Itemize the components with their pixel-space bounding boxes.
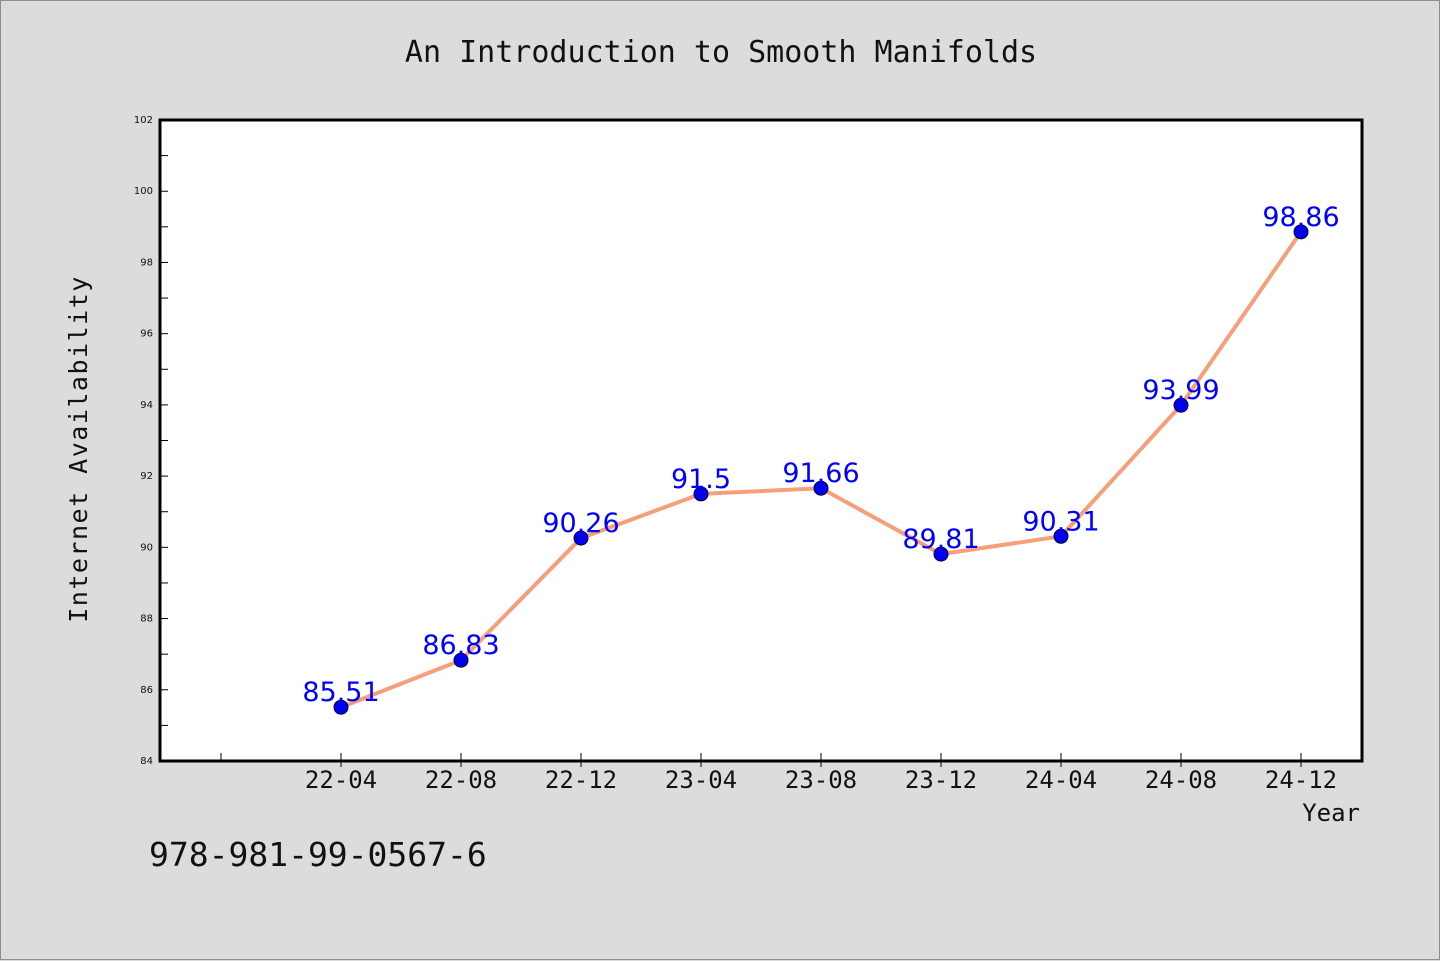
- x-tick-label: 22-04: [305, 766, 377, 794]
- data-label: 91.5: [671, 464, 731, 495]
- x-tick-label: 23-04: [665, 766, 737, 794]
- data-point: [1053, 528, 1069, 544]
- y-tick-label: 90: [140, 542, 153, 553]
- x-tick-label: 23-08: [785, 766, 857, 794]
- y-tick-label: 96: [140, 329, 153, 340]
- x-tick-label: 24-12: [1265, 766, 1337, 794]
- plot-area: [158, 118, 1364, 763]
- x-tick-label: 24-08: [1145, 766, 1217, 794]
- y-axis-title: Internet Availability: [64, 275, 93, 623]
- x-tick-label: 22-12: [545, 766, 617, 794]
- data-label: 89.81: [902, 524, 979, 555]
- y-tick-label: 86: [140, 685, 153, 696]
- x-tick-label: 22-08: [425, 766, 497, 794]
- data-label: 86.83: [422, 630, 499, 661]
- data-label: 90.31: [1022, 506, 1099, 537]
- x-tick-label: 23-12: [905, 766, 977, 794]
- data-point: [453, 652, 469, 668]
- y-tick-label: 84: [140, 756, 153, 767]
- data-label: 98.86: [1262, 202, 1339, 233]
- y-tick-label: 100: [134, 186, 153, 197]
- isbn-text: 978-981-99-0567-6: [149, 835, 487, 874]
- data-point: [333, 699, 349, 715]
- data-point: [1293, 224, 1309, 240]
- data-point: [1173, 397, 1189, 413]
- chart-title: An Introduction to Smooth Manifolds: [404, 35, 1038, 70]
- data-point: [933, 546, 949, 562]
- data-point: [813, 480, 829, 496]
- data-label: 90.26: [542, 508, 619, 539]
- x-axis-title: Year: [1302, 799, 1360, 827]
- y-tick-label: 88: [140, 614, 153, 625]
- y-tick-label: 98: [140, 257, 153, 268]
- data-label: 85.51: [302, 677, 379, 708]
- data-point: [693, 486, 709, 502]
- x-tick-label: 24-04: [1025, 766, 1097, 794]
- data-label: 93.99: [1142, 375, 1219, 406]
- y-tick-label: 92: [140, 471, 153, 482]
- y-tick-label: 102: [134, 115, 153, 126]
- data-label: 91.66: [782, 458, 859, 489]
- y-tick-label: 94: [140, 400, 153, 411]
- data-point: [573, 530, 589, 546]
